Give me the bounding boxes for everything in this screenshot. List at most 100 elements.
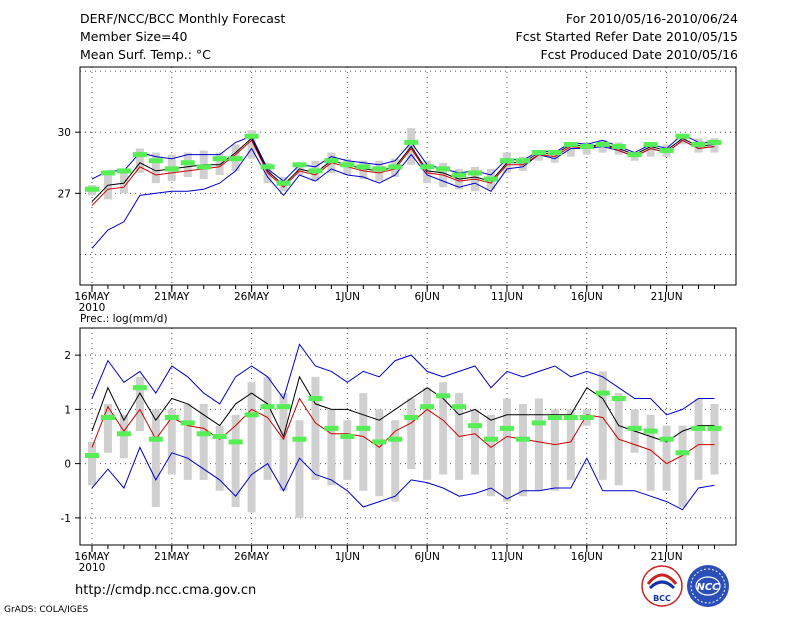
spread-box [375, 409, 384, 497]
observed-marker [148, 436, 163, 442]
source-url[interactable]: http://cmdp.ncc.cma.gov.cn [75, 583, 257, 598]
observed-marker [420, 164, 435, 170]
x-tick-label: 11JUN [491, 551, 523, 563]
observed-marker [340, 434, 355, 439]
spread-box [678, 425, 687, 508]
observed-marker [659, 436, 674, 442]
forecast-start-date: Fcst Started Refer Date 2010/05/15 [515, 29, 739, 44]
observed-marker [244, 133, 259, 139]
observed-marker [84, 452, 99, 458]
spread-box [423, 387, 432, 480]
spread-box [167, 409, 176, 475]
observed-marker [675, 450, 690, 456]
plot-frame [79, 66, 737, 286]
observed-marker [659, 148, 674, 154]
forecast-period: For 2010/05/16-2010/06/24 [565, 11, 738, 26]
observed-marker [420, 404, 435, 410]
x-tick-label: 1JUN [335, 291, 360, 303]
observed-marker [484, 436, 499, 442]
spread-box [662, 425, 671, 491]
spread-box [550, 409, 559, 491]
spread-box [646, 414, 655, 491]
grads-credit: GrADS: COLA/IGES [4, 605, 89, 615]
x-tick-label: 21MAY [154, 551, 190, 563]
observed-marker [212, 434, 227, 439]
observed-marker [468, 423, 483, 429]
observed-marker [675, 133, 690, 139]
observed-marker [388, 436, 403, 442]
observed-marker [164, 415, 179, 421]
spread-box [103, 403, 112, 453]
observed-marker [100, 170, 115, 176]
spread-box [487, 414, 496, 497]
observed-marker [643, 428, 658, 434]
observed-marker [563, 141, 578, 147]
spread-box [423, 160, 432, 184]
observed-marker [531, 150, 546, 156]
variable-label: Mean Surf. Temp.: °C [80, 47, 211, 62]
observed-marker [436, 166, 451, 172]
observed-marker [292, 162, 307, 168]
spread-box [471, 409, 480, 475]
x-tick-label: 6JUN [414, 551, 439, 563]
x-tick-label: 6JUN [414, 291, 439, 303]
observed-marker [84, 186, 99, 192]
spread-box [391, 420, 400, 502]
observed-marker [707, 139, 722, 145]
observed-marker [212, 156, 227, 162]
spread-box [694, 398, 703, 480]
observed-marker [292, 436, 307, 442]
spread-box [343, 420, 352, 480]
observed-marker [116, 168, 131, 174]
series-line-ensemble_mean [91, 137, 715, 202]
observed-marker [611, 143, 626, 149]
observed-marker [579, 415, 594, 421]
observed-marker [372, 166, 387, 172]
spread-box [183, 403, 192, 480]
observed-marker [643, 141, 658, 147]
observed-marker [356, 425, 371, 431]
spread-box [534, 398, 543, 491]
x-year-label: 2010 [79, 302, 106, 314]
series-line-median [91, 397, 715, 465]
spread-box [710, 403, 719, 475]
observed-marker [340, 162, 355, 168]
observed-marker [148, 158, 163, 164]
observed-marker [324, 158, 339, 164]
spread-box [439, 382, 448, 475]
y-tick-label: -1 [61, 513, 71, 525]
spread-box [311, 376, 320, 480]
series-line-median [91, 139, 715, 206]
observed-marker [436, 393, 451, 399]
spread-box [407, 398, 416, 470]
observed-marker [132, 385, 147, 391]
spread-box [327, 409, 336, 486]
observed-marker [404, 415, 419, 421]
spread-box [263, 376, 272, 480]
spread-box [295, 420, 304, 518]
spread-box [710, 138, 719, 153]
spread-box [135, 148, 144, 173]
spread-box [518, 403, 527, 497]
precip-title: Prec.: log(mm/d) [80, 313, 168, 325]
observed-marker [308, 168, 323, 174]
spread-box [119, 414, 128, 459]
spread-box [534, 150, 543, 161]
x-tick-label: 21MAY [154, 291, 190, 303]
observed-marker [452, 404, 467, 410]
spread-box [87, 441, 96, 486]
observed-marker [180, 420, 195, 426]
spread-box [215, 425, 224, 491]
observed-marker [228, 156, 243, 162]
observed-marker [116, 431, 131, 437]
spread-box [151, 152, 160, 184]
observed-marker [100, 415, 115, 421]
observed-marker [707, 425, 722, 431]
observed-marker [547, 415, 562, 421]
observed-marker [627, 152, 642, 158]
x-tick-label: 26MAY [234, 551, 270, 563]
observed-marker [324, 425, 339, 431]
spread-box [247, 130, 256, 159]
observed-marker [308, 396, 323, 402]
